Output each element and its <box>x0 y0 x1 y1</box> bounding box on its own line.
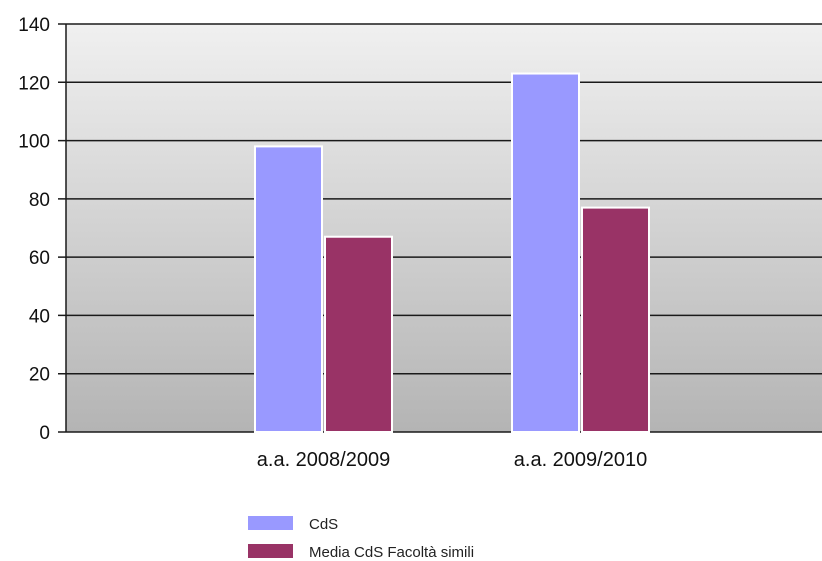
legend-label: Media CdS Facoltà simili <box>309 544 474 561</box>
legend-swatch <box>248 544 293 558</box>
x-axis: a.a. 2008/2009 a.a. 2009/2010 <box>257 449 647 471</box>
x-tick-label: a.a. 2009/2010 <box>514 449 647 471</box>
bar-cds-0 <box>254 145 323 433</box>
bar-media-1 <box>581 206 650 433</box>
x-tick-label: a.a. 2008/2009 <box>257 449 390 471</box>
legend: CdS Media CdS Facoltà simili <box>248 516 474 561</box>
bars <box>254 72 650 434</box>
legend-label: CdS <box>309 516 338 533</box>
bar-media-0 <box>324 235 393 433</box>
y-tick-label: 0 <box>39 423 50 444</box>
y-tick-label: 20 <box>29 365 50 386</box>
y-tick-label: 40 <box>29 306 50 327</box>
y-axis: 0 20 40 60 80 100 120 140 <box>18 15 67 444</box>
grid-lines <box>58 23 822 433</box>
y-tick-label: 120 <box>18 73 50 94</box>
bar-cds-1 <box>511 72 580 434</box>
y-tick-label: 80 <box>29 190 50 211</box>
y-tick-label: 60 <box>29 248 50 269</box>
plot-area <box>66 24 822 432</box>
legend-swatch <box>248 516 293 530</box>
y-tick-label: 100 <box>18 132 50 153</box>
y-tick-label: 140 <box>18 15 50 36</box>
